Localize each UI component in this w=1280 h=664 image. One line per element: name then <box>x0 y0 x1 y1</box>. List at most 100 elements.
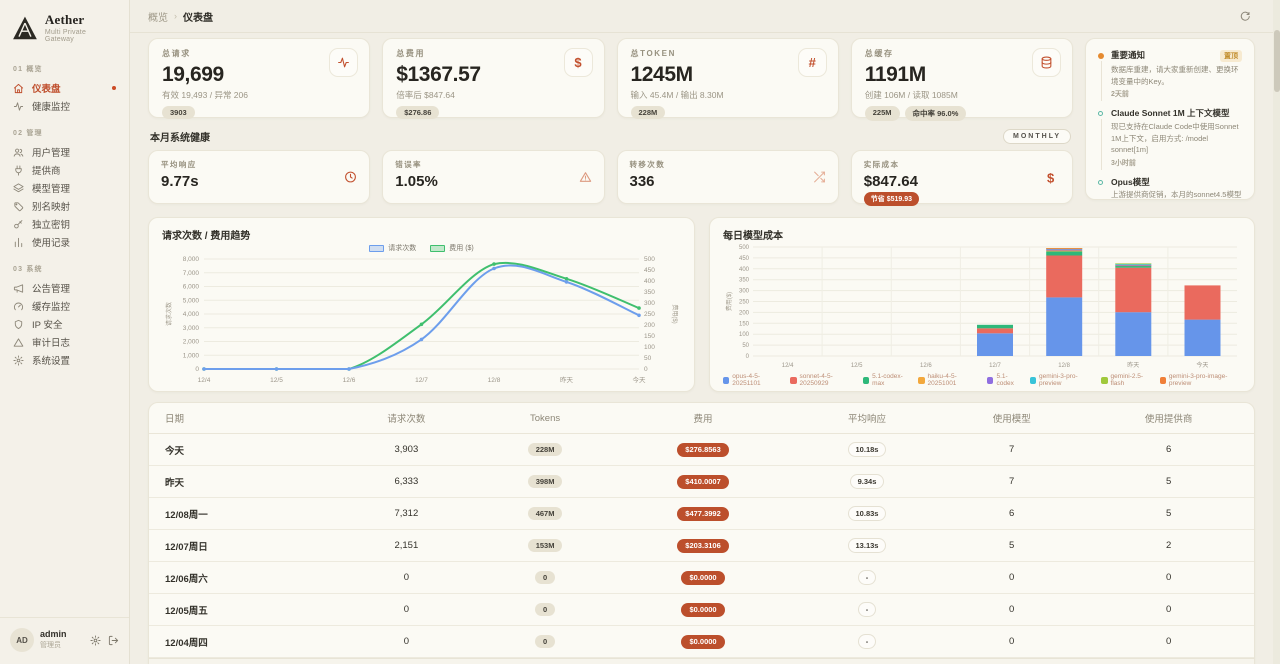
legend-item-5.1-codex-max[interactable]: 5.1-codex-max <box>862 373 910 387</box>
health-card-value: 9.77s <box>161 173 199 190</box>
legend-item-gemini-2.5-flash[interactable]: gemini-2.5-flash <box>1101 373 1151 387</box>
svg-text:12/8: 12/8 <box>488 377 501 384</box>
activity-icon <box>13 101 24 112</box>
stat-badge: $276.86 <box>396 106 440 119</box>
health-card-label: 转移次数 <box>629 160 666 169</box>
gauge-icon <box>13 301 24 312</box>
svg-text:200: 200 <box>739 310 750 316</box>
svg-text:500: 500 <box>739 245 750 251</box>
sidebar-item-label: 系统设置 <box>32 356 71 367</box>
legend-item-gemini-3-pro-image-preview[interactable]: gemini-3-pro-image-preview <box>1159 373 1241 387</box>
svg-text:昨天: 昨天 <box>1127 361 1139 369</box>
table-row: 12/08周一 7,312 467M $477.3992 10.83s 6 5 <box>149 497 1254 530</box>
response-badge: 10.83s <box>847 506 887 521</box>
svg-text:500: 500 <box>644 256 655 263</box>
response-badge: 9.34s <box>849 474 885 489</box>
stat-card-total-cost: 总费用 $ $1367.57 倍率后 $847.64 $276.86 <box>382 38 605 119</box>
sidebar-item-system-settings[interactable]: 系统设置 <box>13 351 116 369</box>
tokens-badge: 0 <box>534 603 556 616</box>
legend-item-gemini-3-pro-preview[interactable]: gemini-3-pro-preview <box>1029 373 1094 387</box>
cell-providers: 0 <box>1083 593 1254 626</box>
sidebar-item-dashboard[interactable]: 仪表盘 <box>13 79 116 97</box>
cell-cost: $0.0000 <box>612 561 794 594</box>
response-badge: 10.18s <box>847 442 887 457</box>
sidebar-item-label: 公告管理 <box>32 284 71 295</box>
legend-label: 费用 ($) <box>449 245 474 252</box>
legend-item-5.1-codex[interactable]: 5.1-codex <box>987 373 1021 387</box>
health-cards: 平均响应 9.77s 错误率 1.05% 转移次数 336 实际成本 $847.64 节省 $5… <box>148 150 1073 206</box>
top-section: 总请求 19,699 有效 19,493 / 异常 206 3903 总费用 $ $1367… <box>148 38 1255 206</box>
settings-icon[interactable] <box>90 634 101 646</box>
notification-dot-orange <box>1098 53 1104 59</box>
scrollbar[interactable] <box>1273 0 1280 664</box>
response-badge: - <box>857 570 877 585</box>
sidebar-item-label: 缓存监控 <box>32 302 71 313</box>
sidebar-item-providers[interactable]: 提供商 <box>13 161 116 179</box>
cell-tokens: 0 <box>478 625 613 658</box>
sidebar-item-alias-mapping[interactable]: 别名映射 <box>13 197 116 215</box>
dashboard-content: 总请求 19,699 有效 19,493 / 异常 206 3903 总费用 $ $1367… <box>130 33 1280 664</box>
breadcrumb-current: 仪表盘 <box>183 12 213 24</box>
sidebar-item-api-keys[interactable]: 独立密钥 <box>13 215 116 233</box>
cell-tokens: 398M <box>478 465 613 498</box>
stat-card-value: 19,699 <box>162 63 224 86</box>
sidebar-item-audit-logs[interactable]: 审计日志 <box>13 333 116 351</box>
cell-tokens: 467M <box>478 497 613 530</box>
bar-chart-icon <box>13 237 24 248</box>
avatar: AD <box>10 628 34 652</box>
stat-card-label: 总缓存 <box>864 49 894 58</box>
legend-swatch <box>1101 376 1108 384</box>
col-header-cost: 费用 <box>612 403 794 434</box>
legend-label: 5.1-codex-max <box>872 373 903 387</box>
cell-requests: 6,333 <box>334 465 479 498</box>
cell-tokens: 0 <box>478 561 613 594</box>
sidebar-item-health[interactable]: 健康监控 <box>13 97 116 115</box>
health-card-value: 1.05% <box>395 173 438 190</box>
cell-models: 7 <box>940 433 1084 466</box>
cell-models: 0 <box>940 593 1084 626</box>
svg-text:400: 400 <box>739 267 750 273</box>
cell-requests: 7,312 <box>334 497 479 530</box>
cell-date: 12/04周四 <box>149 625 335 658</box>
breadcrumb-root[interactable]: 概览 <box>148 12 168 24</box>
legend-label: haiku-4-5-20251001 <box>927 373 957 387</box>
notification-item[interactable]: Opus模型上游提供商促销，本月的sonnet4.5模型请求，将自动尽量转为op… <box>1098 177 1242 199</box>
svg-text:3,000: 3,000 <box>183 325 200 332</box>
col-header-requests: 请求次数 <box>334 403 479 434</box>
user-role: 管理员 <box>40 641 61 649</box>
cell-providers: 0 <box>1083 561 1254 594</box>
sidebar-item-announcements[interactable]: 公告管理 <box>13 279 116 297</box>
cell-response: 10.18s <box>793 433 941 466</box>
table-row: 12/05周五 0 0 $0.0000-0 0 <box>149 593 1254 626</box>
notification-item[interactable]: 重要通知 置顶 数据库重建，请大家重新创建、更换环境变量中的Key。 2天前 <box>1098 50 1242 102</box>
svg-text:150: 150 <box>739 321 750 327</box>
response-badge: - <box>857 634 877 649</box>
svg-text:4,000: 4,000 <box>183 311 200 318</box>
usage-table: 日期 请求次数 Tokens 费用 平均响应 使用模型 使用提供商 今天 3,903 228M $… <box>149 403 1254 658</box>
charts-row: 请求次数 / 费用趋势 请求次数 费用 ($) 0 1,000 2,000 3,000 4… <box>148 217 1255 392</box>
refresh-icon[interactable] <box>1239 10 1251 22</box>
sidebar-item-cache-monitor[interactable]: 缓存监控 <box>13 297 116 315</box>
sidebar-item-users[interactable]: 用户管理 <box>13 143 116 161</box>
cell-response: - <box>793 593 941 626</box>
legend-item-请求次数[interactable]: 请求次数 <box>369 243 416 253</box>
legend-item-opus-4-5-20251101[interactable]: opus-4-5-20251101 <box>723 373 782 387</box>
sidebar-section-label: 02 管理 <box>13 130 43 137</box>
svg-text:12/6: 12/6 <box>343 377 356 384</box>
logout-icon[interactable] <box>108 635 119 646</box>
legend-item-haiku-4-5-20251001[interactable]: haiku-4-5-20251001 <box>918 373 979 387</box>
brand-logo-icon <box>12 15 38 41</box>
health-card-label: 平均响应 <box>161 160 197 169</box>
cell-cost: $0.0000 <box>612 625 794 658</box>
scrollbar-thumb[interactable] <box>1274 30 1280 92</box>
sidebar-item-models[interactable]: 模型管理 <box>13 179 116 197</box>
health-card-actual-cost: 实际成本 $847.64 节省 $519.93 $ <box>850 150 1073 206</box>
notification-item[interactable]: Claude Sonnet 1M 上下文模型 现已支持在Claude Code中使… <box>1098 108 1242 170</box>
table-row: 昨天 6,333 398M $410.0007 9.34s 7 5 <box>149 465 1254 498</box>
stat-card-total-token: 总TOKEN #1245M 输入 45.4M / 输出 8.30M 228M <box>616 38 839 119</box>
stat-card-subtext: 输入 45.4M / 输出 8.30M <box>630 90 724 100</box>
legend-item-sonnet-4-5-20250929[interactable]: sonnet-4-5-20250929 <box>790 373 855 387</box>
sidebar-item-usage-records[interactable]: 使用记录 <box>13 233 116 251</box>
legend-item-费用 ($)[interactable]: 费用 ($) <box>430 243 474 253</box>
sidebar-item-ip-security[interactable]: IP 安全 <box>13 315 116 333</box>
